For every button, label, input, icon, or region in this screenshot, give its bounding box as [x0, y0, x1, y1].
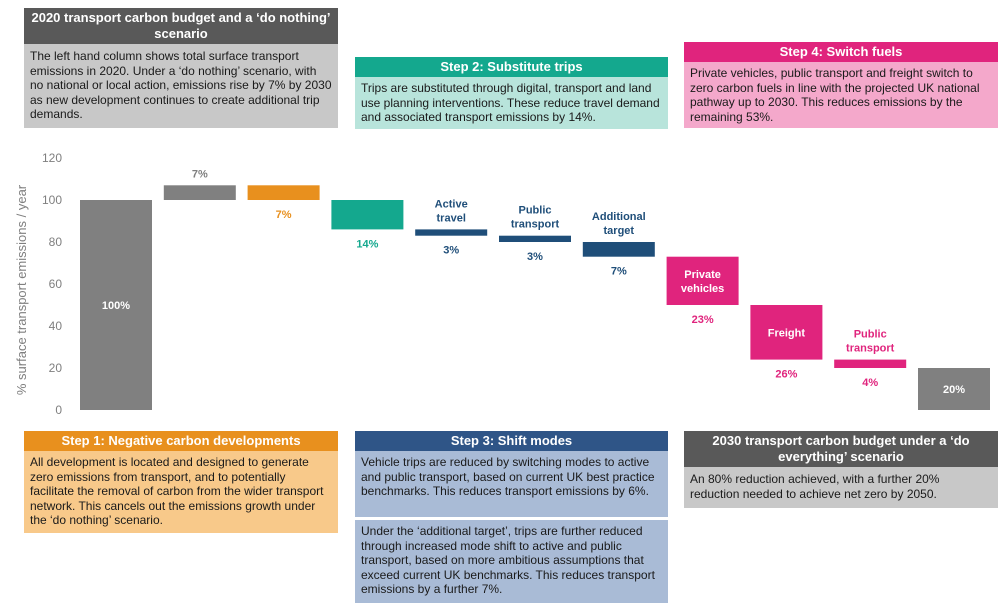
bar — [415, 229, 488, 236]
data-label: 4% — [862, 377, 878, 389]
panel-step3: Step 3: Shift modes Vehicle trips are re… — [355, 431, 668, 603]
bar — [80, 200, 152, 410]
y-tick-label: 80 — [49, 235, 63, 249]
panel-do-everything-title: 2030 transport carbon budget under a ‘do… — [684, 431, 998, 467]
category-label: transport — [846, 343, 895, 355]
data-label: 3% — [443, 245, 459, 257]
bar — [163, 185, 236, 200]
data-label: 14% — [356, 238, 378, 250]
bar — [750, 305, 823, 360]
panel-step3-text2: Under the ‘additional target’, trips are… — [355, 520, 668, 603]
category-label: Freight — [768, 327, 806, 339]
category-label: travel — [437, 212, 466, 224]
data-label: 100% — [102, 300, 130, 312]
bar — [918, 368, 990, 410]
data-label: 26% — [775, 369, 797, 381]
category-label: Public — [854, 329, 887, 341]
data-label: 7% — [276, 209, 292, 221]
category-label: vehicles — [681, 283, 724, 295]
category-label: Active — [435, 198, 468, 210]
panel-step3-title: Step 3: Shift modes — [355, 431, 668, 451]
panel-step4: Step 4: Switch fuels Private vehicles, p… — [684, 42, 998, 128]
bar — [834, 359, 907, 368]
bar — [247, 185, 320, 200]
bar — [499, 235, 571, 242]
panel-step2: Step 2: Substitute trips Trips are subst… — [355, 57, 668, 129]
panel-step3-text1: Vehicle trips are reduced by switching m… — [355, 451, 668, 517]
panel-do-nothing-title: 2020 transport carbon budget and a ‘do n… — [24, 8, 338, 44]
category-label: Additional — [592, 211, 646, 223]
bar — [331, 200, 404, 230]
panel-step1: Step 1: Negative carbon developments All… — [24, 431, 338, 533]
panel-do-everything-text: An 80% reduction achieved, with a furthe… — [684, 467, 998, 508]
y-tick-label: 0 — [55, 403, 62, 417]
y-tick-label: 120 — [42, 151, 62, 165]
data-label: 7% — [611, 266, 627, 278]
panel-step1-title: Step 1: Negative carbon developments — [24, 431, 338, 451]
y-tick-label: 40 — [49, 319, 63, 333]
panel-do-nothing-text: The left hand column shows total surface… — [24, 44, 338, 128]
data-label: 3% — [527, 251, 543, 263]
data-label: 7% — [192, 168, 208, 180]
y-axis-label: % surface transport emissions / year — [14, 184, 29, 395]
panel-step2-title: Step 2: Substitute trips — [355, 57, 668, 77]
y-tick-label: 60 — [49, 277, 63, 291]
panel-step4-text: Private vehicles, public transport and f… — [684, 62, 998, 128]
waterfall-chart: % surface transport emissions / year 0 20 4… — [14, 151, 990, 417]
category-label: target — [604, 225, 635, 237]
category-label: Public — [518, 205, 551, 217]
data-label: 23% — [692, 314, 714, 326]
panel-step4-title: Step 4: Switch fuels — [684, 42, 998, 62]
bar — [666, 256, 739, 305]
y-tick-label: 100 — [42, 193, 62, 207]
panel-step2-text: Trips are substituted through digital, t… — [355, 77, 668, 129]
y-tick-label: 20 — [49, 361, 63, 375]
panel-step1-text: All development is located and designed … — [24, 451, 338, 533]
panel-do-nothing: 2020 transport carbon budget and a ‘do n… — [24, 8, 338, 128]
category-label: Private — [684, 269, 721, 281]
category-label: transport — [511, 219, 560, 231]
data-label: 20% — [943, 384, 965, 396]
panel-do-everything: 2030 transport carbon budget under a ‘do… — [684, 431, 998, 508]
bar — [582, 242, 655, 257]
